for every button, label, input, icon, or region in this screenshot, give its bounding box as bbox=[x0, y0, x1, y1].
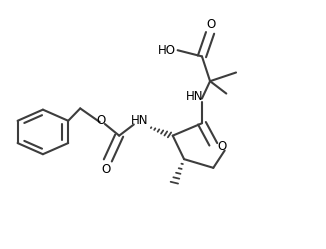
Text: O: O bbox=[217, 140, 227, 153]
Text: O: O bbox=[96, 114, 105, 127]
Text: O: O bbox=[102, 163, 111, 176]
Text: HO: HO bbox=[158, 44, 176, 57]
Text: O: O bbox=[206, 18, 216, 31]
Text: HN: HN bbox=[186, 90, 203, 103]
Text: HN: HN bbox=[130, 114, 148, 127]
